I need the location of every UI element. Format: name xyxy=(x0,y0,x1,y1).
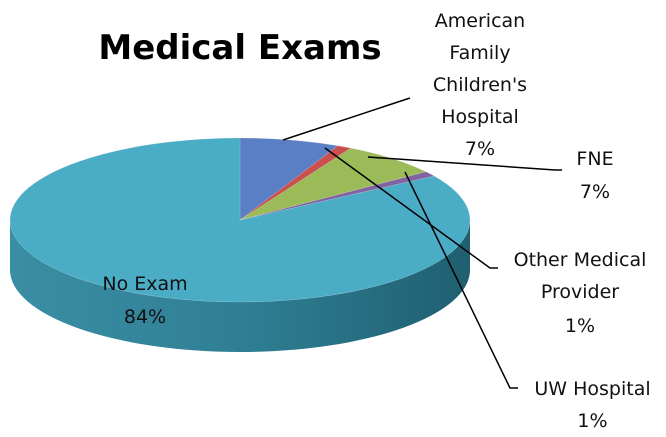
leader-line xyxy=(324,147,498,269)
value-label: 1% xyxy=(577,410,608,432)
slice xyxy=(239,137,339,221)
slice-label: No Exam xyxy=(102,273,188,295)
slice xyxy=(239,145,352,221)
leader-line xyxy=(282,97,411,141)
leader-lines xyxy=(282,97,562,389)
slice-label: UW Hospital xyxy=(534,378,651,400)
pie xyxy=(9,137,471,352)
value-label: 7% xyxy=(464,138,496,160)
value-label: 84% xyxy=(123,306,167,328)
slice-label: American Family Children's Hospital xyxy=(432,10,528,128)
slice xyxy=(239,171,435,221)
leader-line xyxy=(404,171,518,389)
value-label: 7% xyxy=(579,181,611,203)
slice-label: Other Medical Provider xyxy=(513,249,647,303)
slice xyxy=(9,137,471,303)
slice-label: FNE xyxy=(576,148,614,170)
chart-title: Medical Exams xyxy=(98,28,382,68)
value-label: 1% xyxy=(564,315,596,337)
slice-side xyxy=(10,220,470,352)
leader-line xyxy=(367,156,562,171)
